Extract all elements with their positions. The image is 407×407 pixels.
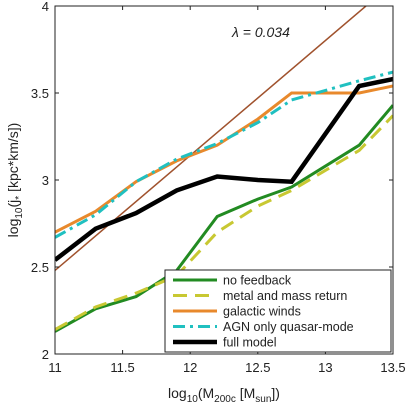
series-line-0 bbox=[55, 104, 393, 333]
series-line-4 bbox=[55, 76, 393, 262]
y-tick-label-0: 2 bbox=[42, 347, 49, 362]
legend-label-4: full model bbox=[223, 336, 277, 350]
y-tick-label-2: 3 bbox=[42, 173, 49, 188]
y-tick-label-3: 3.5 bbox=[31, 86, 49, 101]
x-tick-label-2: 12 bbox=[183, 360, 197, 375]
ticks-layer: 11 11.5 12 12.5 13 13.5 2 2.5 3 3.5 4 bbox=[31, 0, 406, 375]
legend-label-2: galactic winds bbox=[223, 305, 301, 319]
legend-label-3: AGN only quasar-mode bbox=[223, 320, 354, 334]
y-tick-label-4: 4 bbox=[42, 0, 49, 14]
lambda-annotation: λ = 0.034 bbox=[231, 24, 290, 40]
series-line-1 bbox=[55, 114, 393, 331]
legend-label-1: metal and mass return bbox=[223, 289, 347, 303]
y-axis-label: log10(j* [kpc*km/s]) bbox=[5, 123, 25, 238]
legend-label-0: no feedback bbox=[223, 274, 292, 288]
series-layer bbox=[55, 6, 393, 333]
x-tick-label-4: 13 bbox=[318, 360, 332, 375]
x-tick-label-5: 13.5 bbox=[380, 360, 405, 375]
x-axis-label: log10(M200c [Msun]) bbox=[168, 385, 280, 405]
x-tick-label-0: 11 bbox=[48, 360, 62, 375]
x-tick-label-3: 12.5 bbox=[245, 360, 270, 375]
y-tick-label-1: 2.5 bbox=[31, 260, 49, 275]
series-line-2 bbox=[55, 84, 393, 234]
x-tick-label-1: 11.5 bbox=[110, 360, 134, 375]
